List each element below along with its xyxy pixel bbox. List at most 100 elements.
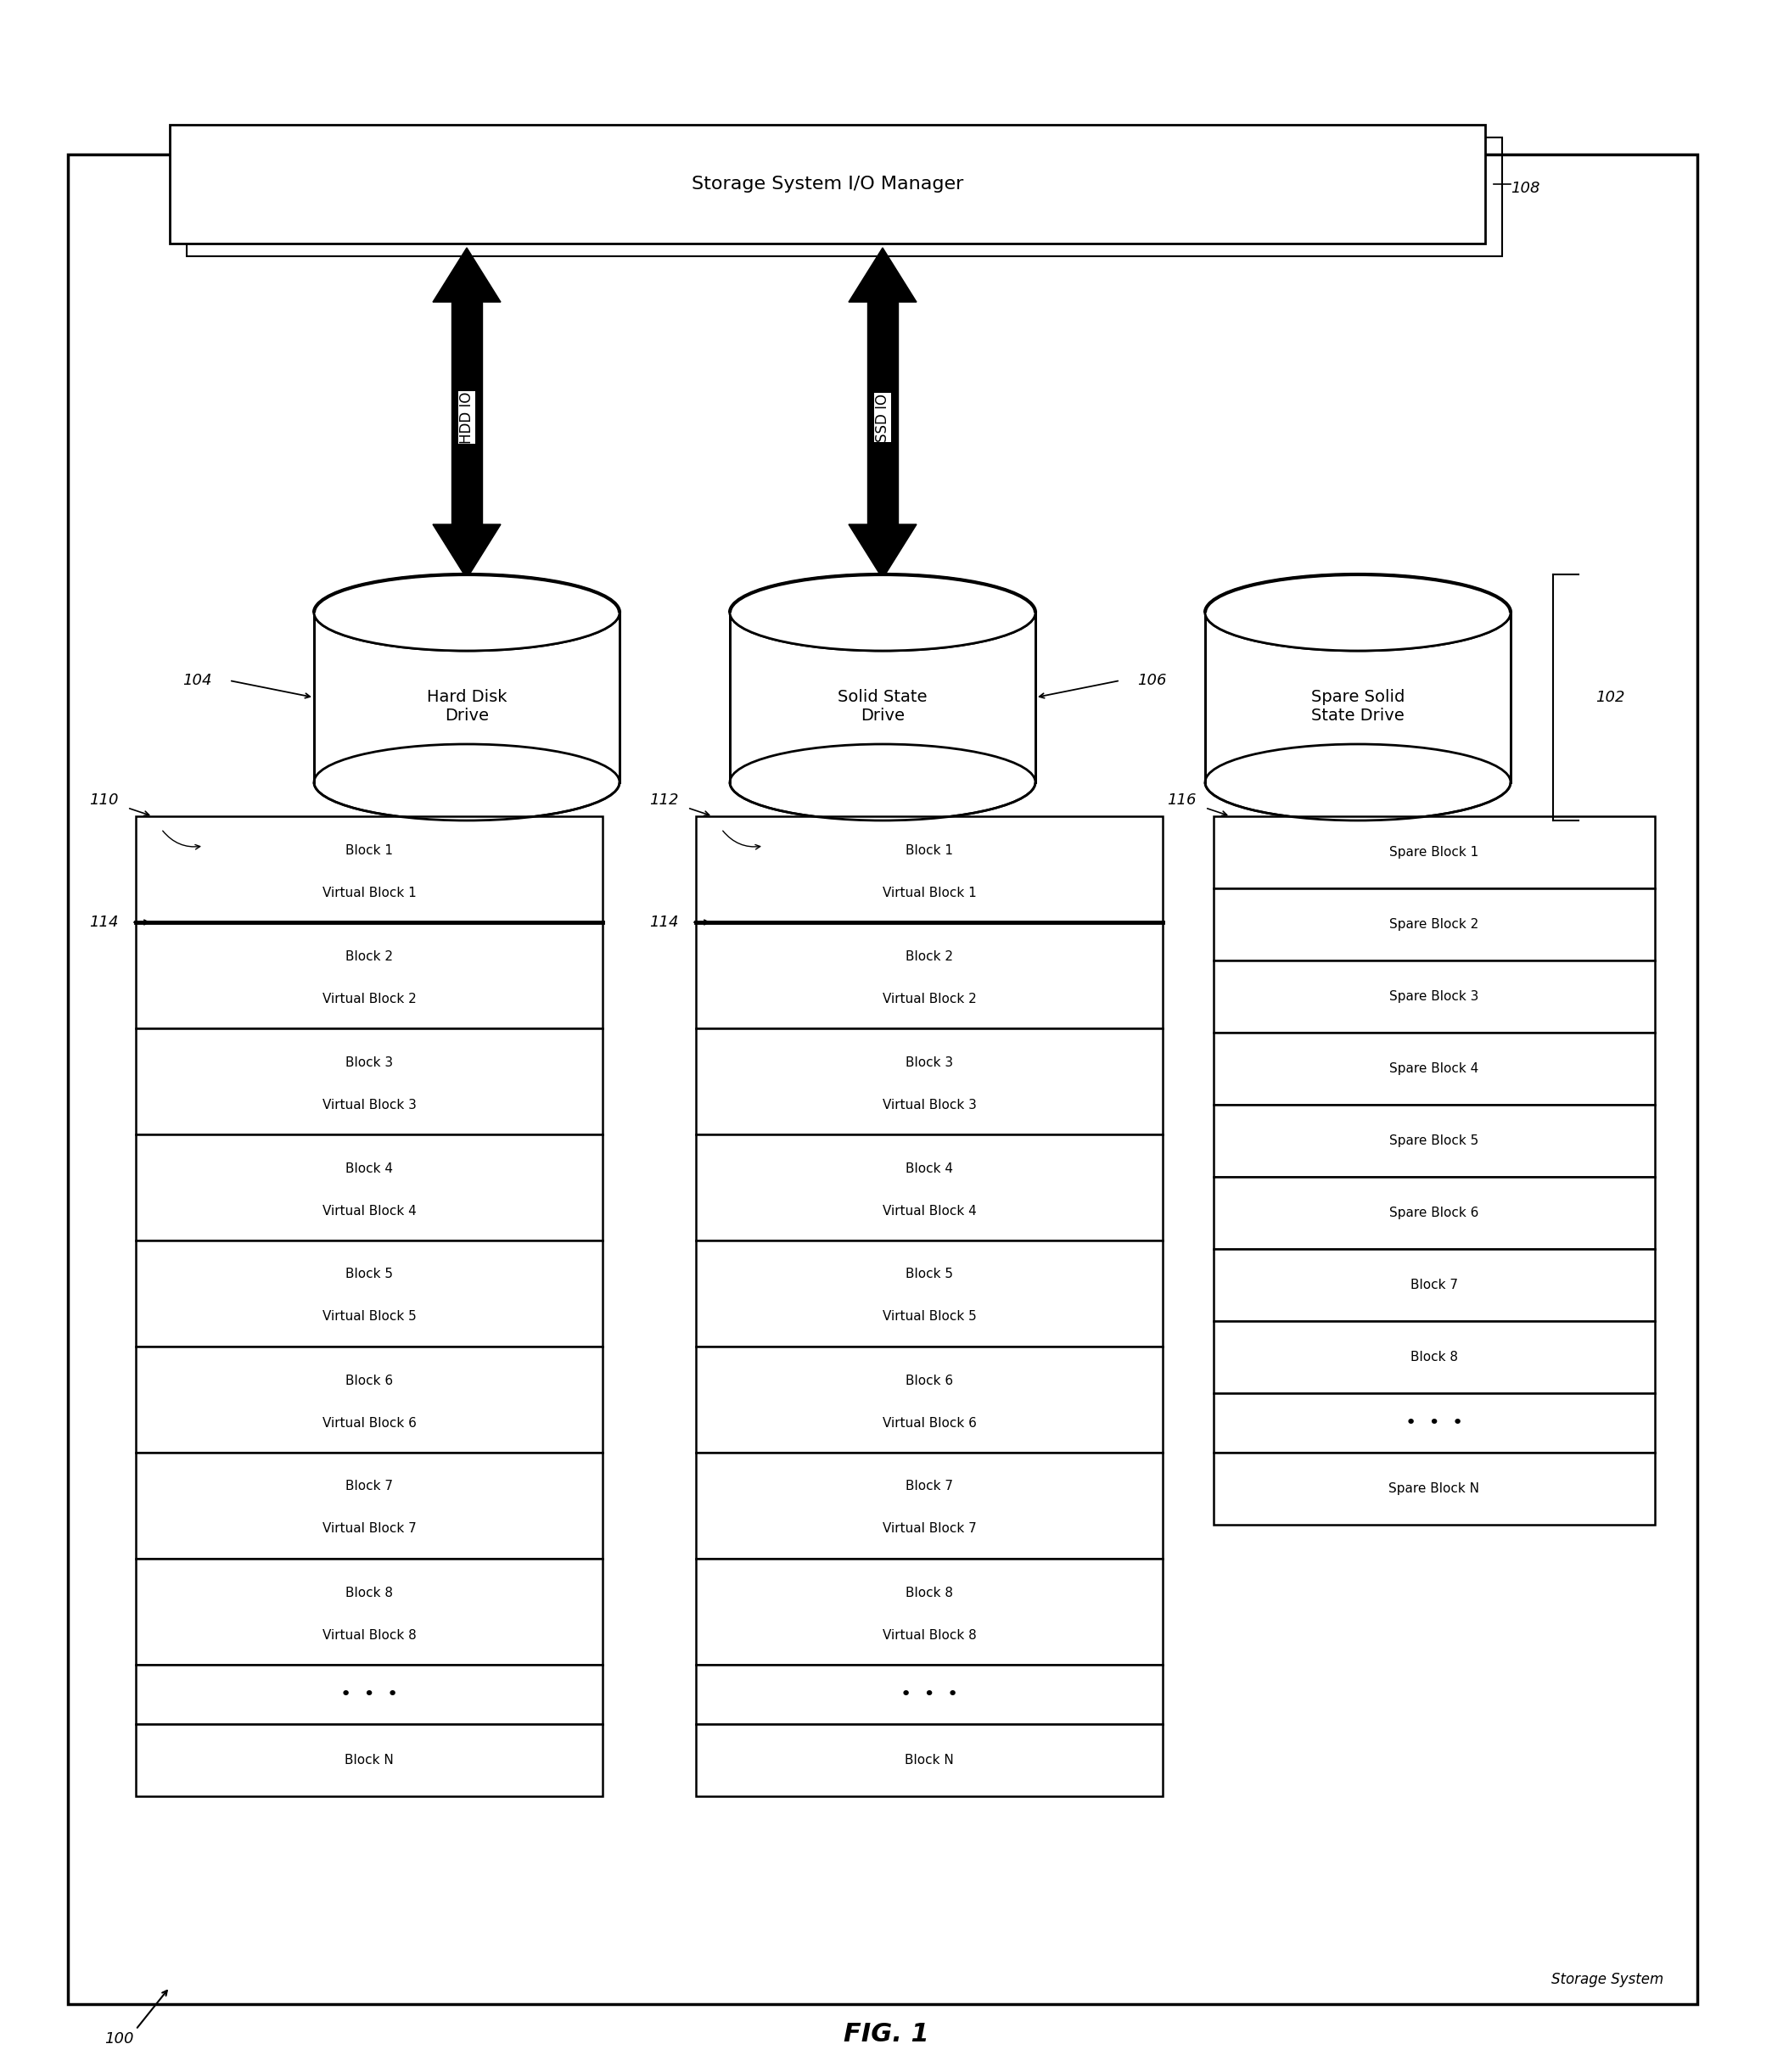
Text: Virtual Block 5: Virtual Block 5 (882, 1310, 976, 1324)
Bar (136, 1241, 602, 1347)
Bar (696, 1724, 1162, 1796)
Bar (696, 1558, 1162, 1664)
Text: 116: 116 (1168, 792, 1196, 808)
Ellipse shape (730, 574, 1035, 651)
Text: 102: 102 (1595, 690, 1625, 704)
Ellipse shape (1205, 574, 1510, 651)
Bar (136, 1558, 602, 1664)
Bar (136, 1664, 602, 1724)
Text: Virtual Block 6: Virtual Block 6 (882, 1417, 976, 1430)
Text: Virtual Block 1: Virtual Block 1 (882, 887, 976, 899)
Text: Virtual Block 4: Virtual Block 4 (323, 1204, 416, 1216)
Text: Block 8: Block 8 (905, 1587, 953, 1600)
Text: 112: 112 (650, 792, 679, 808)
Text: Block 7: Block 7 (1411, 1278, 1458, 1291)
Text: Block 1: Block 1 (346, 843, 393, 856)
Polygon shape (849, 524, 916, 578)
Text: Virtual Block 6: Virtual Block 6 (323, 1417, 416, 1430)
Text: Block 7: Block 7 (346, 1479, 393, 1494)
Text: Block 5: Block 5 (905, 1268, 953, 1280)
Text: Virtual Block 1: Virtual Block 1 (323, 887, 416, 899)
Text: Virtual Block 4: Virtual Block 4 (882, 1204, 976, 1216)
Bar (67, 155, 1698, 2004)
Text: Block 6: Block 6 (346, 1374, 393, 1386)
Bar (730, 613, 1035, 783)
Text: Block 1: Block 1 (905, 843, 953, 856)
Ellipse shape (314, 574, 620, 651)
Text: Hard Disk
Drive: Hard Disk Drive (427, 688, 507, 723)
Text: Block 8: Block 8 (1411, 1351, 1458, 1363)
Text: Block 6: Block 6 (905, 1374, 953, 1386)
Text: •  •  •: • • • (1405, 1415, 1464, 1432)
Bar (1214, 1452, 1655, 1525)
Text: •  •  •: • • • (340, 1687, 399, 1703)
Ellipse shape (730, 744, 1035, 821)
Text: HDD IO: HDD IO (459, 392, 475, 443)
Text: Virtual Block 5: Virtual Block 5 (323, 1310, 416, 1324)
Text: Spare Block 2: Spare Block 2 (1389, 918, 1480, 930)
Text: Block 8: Block 8 (346, 1587, 393, 1600)
Text: Block 2: Block 2 (346, 949, 393, 963)
Bar (1214, 1032, 1655, 1104)
Bar (696, 816, 1162, 922)
Text: Spare Block N: Spare Block N (1389, 1481, 1480, 1496)
Text: Virtual Block 7: Virtual Block 7 (882, 1523, 976, 1535)
Text: Storage System: Storage System (1550, 1973, 1664, 1987)
Text: Block 3: Block 3 (905, 1057, 953, 1069)
Polygon shape (849, 249, 916, 303)
Bar (452, 303, 482, 524)
Text: •  •  •: • • • (900, 1687, 959, 1703)
Text: Block 5: Block 5 (346, 1268, 393, 1280)
Bar (1214, 1392, 1655, 1452)
Text: Block 3: Block 3 (346, 1057, 393, 1069)
Text: 114: 114 (90, 914, 119, 930)
Text: Spare Block 3: Spare Block 3 (1389, 990, 1480, 1003)
Text: Block 4: Block 4 (346, 1162, 393, 1175)
Text: 104: 104 (183, 673, 213, 688)
Bar (696, 922, 1162, 1028)
Text: Solid State
Drive: Solid State Drive (838, 688, 927, 723)
Text: Virtual Block 7: Virtual Block 7 (323, 1523, 416, 1535)
Text: Block N: Block N (346, 1753, 393, 1767)
Bar (1214, 889, 1655, 961)
Text: Virtual Block 2: Virtual Block 2 (882, 992, 976, 1005)
Bar (1214, 1249, 1655, 1322)
Text: Spare Block 1: Spare Block 1 (1389, 845, 1480, 858)
Bar (696, 1452, 1162, 1558)
Text: Virtual Block 3: Virtual Block 3 (323, 1098, 416, 1111)
Text: 110: 110 (90, 792, 119, 808)
Text: Spare Solid
State Drive: Spare Solid State Drive (1311, 688, 1405, 723)
Text: Block 2: Block 2 (905, 949, 953, 963)
Text: 100: 100 (105, 2031, 133, 2047)
Text: Block 7: Block 7 (905, 1479, 953, 1494)
Bar (696, 1135, 1162, 1241)
Bar (1214, 1322, 1655, 1392)
Ellipse shape (314, 574, 620, 651)
Text: Spare Block 6: Spare Block 6 (1389, 1206, 1480, 1218)
Text: Spare Block 5: Spare Block 5 (1389, 1135, 1480, 1148)
Bar (136, 816, 602, 922)
Bar (1214, 961, 1655, 1032)
Text: FIG. 1: FIG. 1 (843, 2022, 929, 2047)
Text: SSD IO: SSD IO (875, 394, 890, 441)
Bar (696, 1664, 1162, 1724)
Bar (1205, 613, 1510, 783)
Bar (136, 1452, 602, 1558)
Bar (136, 1724, 602, 1796)
Text: 108: 108 (1510, 180, 1540, 197)
Ellipse shape (730, 574, 1035, 651)
Text: Virtual Block 8: Virtual Block 8 (882, 1629, 976, 1641)
Bar (696, 1028, 1162, 1135)
Text: Spare Block 4: Spare Block 4 (1389, 1063, 1480, 1075)
Polygon shape (432, 249, 501, 303)
Text: 114: 114 (650, 914, 679, 930)
Bar (136, 922, 602, 1028)
Text: Block 4: Block 4 (905, 1162, 953, 1175)
Bar (1214, 1104, 1655, 1177)
Bar (186, 137, 1503, 257)
Bar (136, 1347, 602, 1452)
Bar (136, 1028, 602, 1135)
Bar (136, 1135, 602, 1241)
Ellipse shape (1205, 574, 1510, 651)
Polygon shape (432, 524, 501, 578)
